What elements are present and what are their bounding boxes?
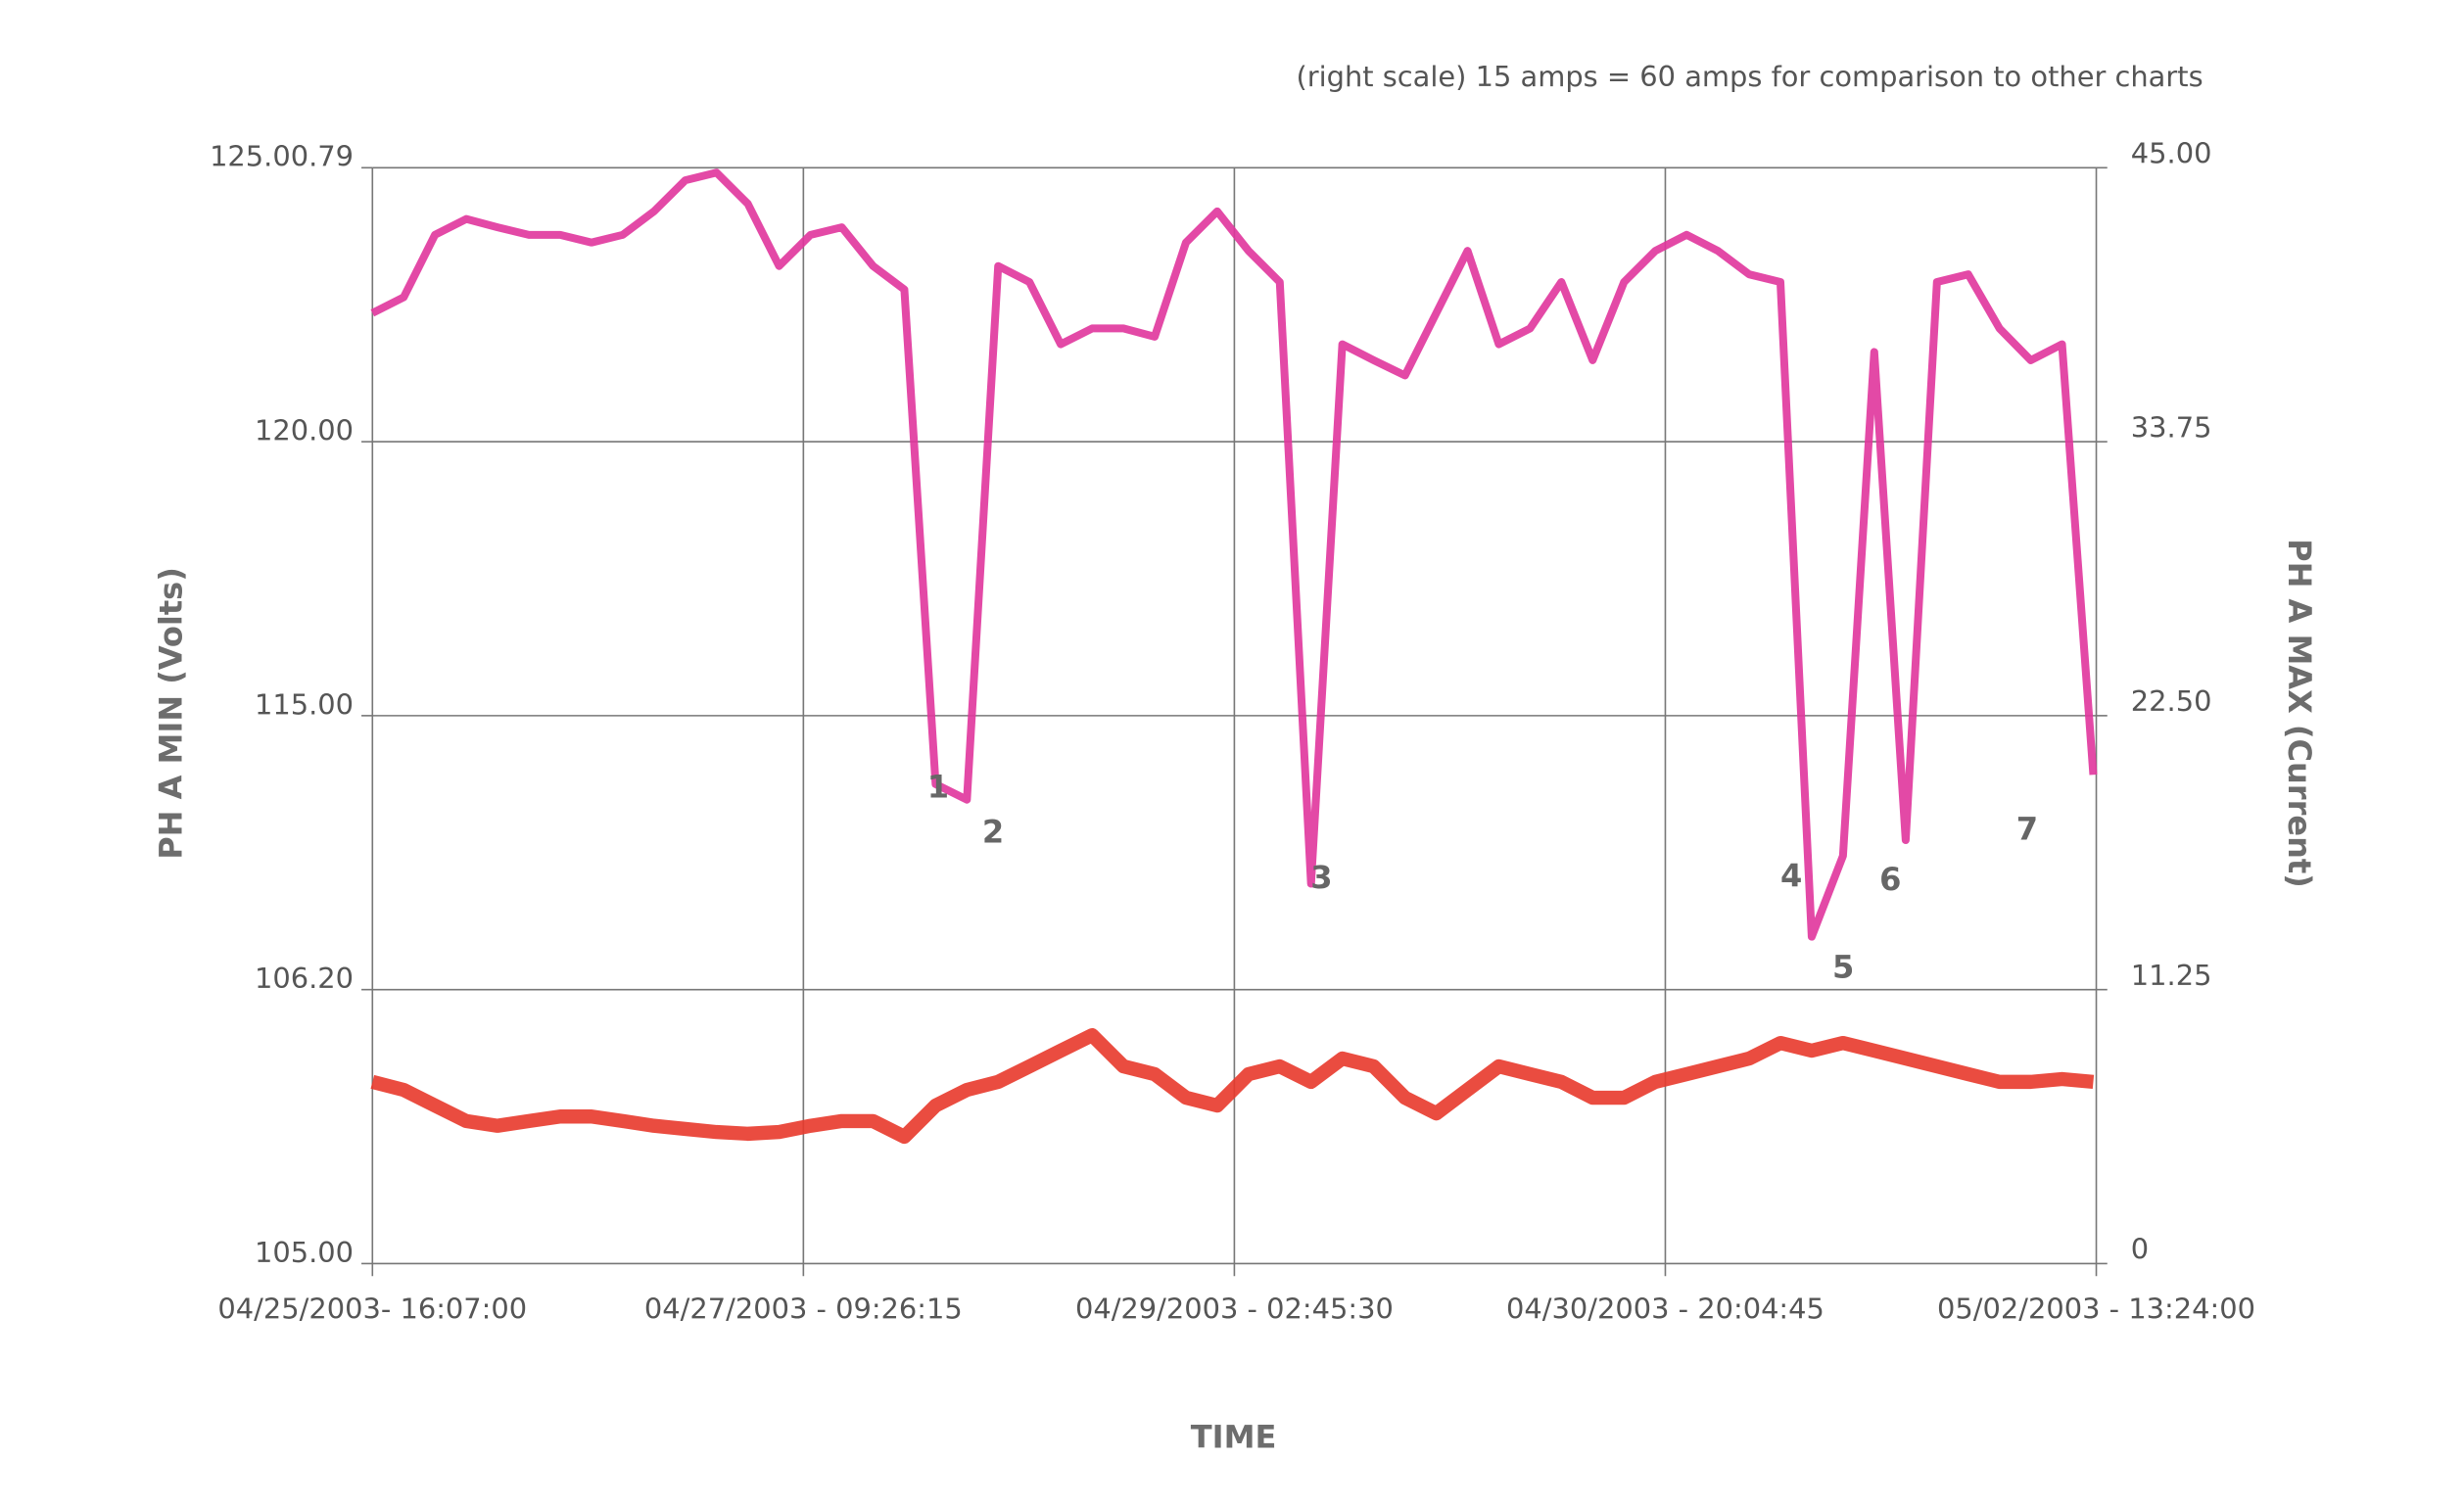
y2-tick-label: 33.75 (2131, 410, 2212, 444)
annotation: 3 (1310, 859, 1332, 896)
x-axis-title: TIME (1191, 1419, 1277, 1456)
x-tick-label: 04/27/2003 - 09:26:15 (644, 1292, 963, 1325)
y2-axis-title: PH A MAX (Current) (2281, 539, 2318, 888)
series-line (370, 168, 2098, 941)
y-tick-label: 115.00 (255, 687, 354, 721)
y-tick-label: 125.00.79 (210, 140, 354, 173)
x-tick-label: 04/30/2003 - 20:04:45 (1506, 1292, 1824, 1325)
annotation: 6 (1879, 861, 1901, 898)
y2-tick-label: 0 (2131, 1233, 2149, 1266)
y-axis-title: PH A MIN (Volts) (152, 567, 189, 860)
annotation: 4 (1780, 858, 1802, 895)
annotation: 1 (927, 768, 949, 805)
chart-title: (right scale) 15 amps = 60 amps for comp… (1296, 60, 2203, 93)
y-tick-label: 105.00 (255, 1236, 354, 1269)
x-tick-label: 04/25/2003- 16:07:00 (217, 1292, 527, 1325)
annotation: 7 (2016, 811, 2038, 848)
annotation: 2 (982, 814, 1004, 851)
y2-tick-label: 45.00 (2131, 137, 2212, 170)
y-tick-label: 120.00 (255, 414, 354, 447)
y2-tick-label: 22.50 (2131, 684, 2212, 718)
series-line (370, 1027, 2095, 1145)
y2-tick-label: 11.25 (2131, 959, 2212, 992)
y-tick-label: 106.20 (255, 962, 354, 995)
x-tick-label: 05/02/2003 - 13:24:00 (1937, 1292, 2255, 1325)
x-tick-label: 04/29/2003 - 02:45:30 (1075, 1292, 1394, 1325)
annotation: 5 (1832, 948, 1854, 985)
